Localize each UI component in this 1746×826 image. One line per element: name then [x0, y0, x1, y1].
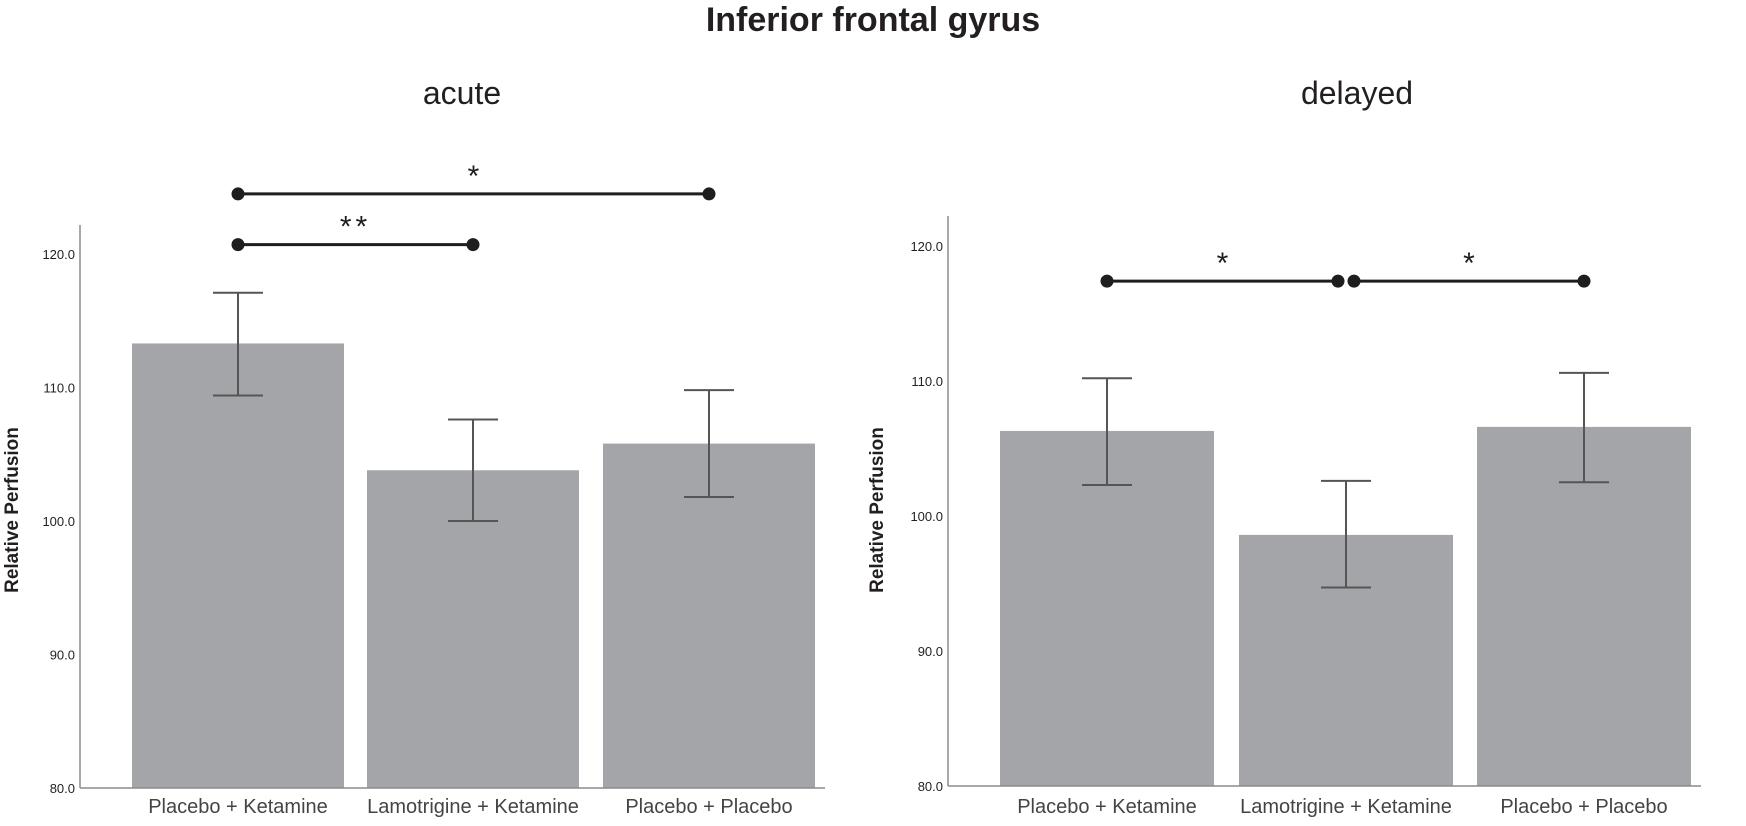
chart-2-significance-label-1: *	[1217, 247, 1229, 280]
chart-1-category-label-1: Placebo + Ketamine	[148, 796, 328, 818]
chart-1-bar-3	[603, 443, 815, 788]
chart-2-significance-dot-start-2	[1347, 274, 1361, 288]
chart-2-bar-1	[1000, 430, 1214, 786]
chart-2-y-tick-label: 100.0	[910, 509, 943, 524]
chart-1-bar-2	[367, 470, 579, 788]
chart-1-bar-1	[132, 343, 344, 788]
chart-1-significance-label-2: **	[340, 211, 371, 244]
chart-2-bar-3	[1477, 426, 1691, 786]
chart-1-significance-dot-start-2	[231, 238, 245, 252]
chart-2-significance-dot-end-1	[1331, 274, 1345, 288]
chart-1-significance-label-1: *	[468, 160, 480, 193]
chart-1-y-tick-label: 80.0	[50, 781, 75, 796]
chart-2-significance-dot-end-2	[1577, 274, 1591, 288]
chart-1-category-label-3: Placebo + Placebo	[625, 796, 792, 818]
chart-1-y-axis-label: Relative Perfusion	[2, 427, 23, 593]
chart-2-y-tick-label: 120.0	[910, 239, 943, 254]
chart-1-significance-dot-start-1	[231, 187, 245, 201]
figure-title: Inferior frontal gyrus	[705, 1, 1041, 39]
chart-1-subtitle: acute	[423, 75, 501, 111]
chart-2-y-axis-label: Relative Perfusion	[867, 427, 888, 593]
chart-1-y-tick-label: 110.0	[43, 381, 75, 396]
chart-1-category-label-2: Lamotrigine + Ketamine	[367, 796, 579, 818]
chart-1-significance-dot-end-2	[466, 238, 480, 252]
chart-1-y-tick-label: 100.0	[42, 514, 75, 529]
chart-2-significance-label-2: *	[1463, 247, 1475, 280]
chart-2-category-label-3: Placebo + Placebo	[1500, 796, 1667, 818]
chart-1-y-tick-label: 90.0	[50, 648, 75, 663]
chart-1-significance-dot-end-1	[702, 187, 716, 201]
chart-1-y-tick-label: 120.0	[42, 247, 75, 262]
chart-2-category-label-2: Lamotrigine + Ketamine	[1240, 796, 1452, 818]
chart-2-category-label-1: Placebo + Ketamine	[1017, 796, 1197, 818]
chart-2-y-tick-label: 80.0	[918, 779, 943, 794]
chart-2-significance-dot-start-1	[1100, 274, 1114, 288]
chart-2-y-tick-label: 90.0	[918, 644, 943, 659]
chart-2-subtitle: delayed	[1301, 75, 1413, 111]
chart-2-y-tick-label: 110.0	[911, 374, 943, 389]
